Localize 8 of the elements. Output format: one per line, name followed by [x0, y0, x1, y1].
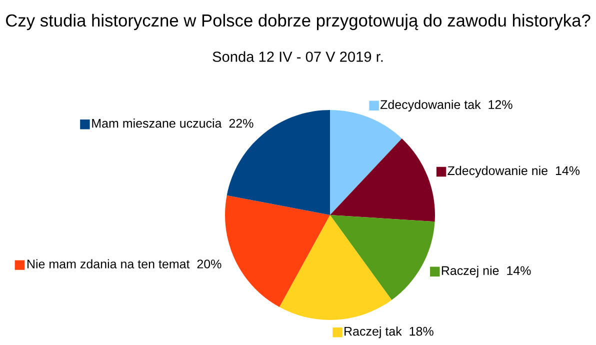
legend-label: Raczej nie 14% — [442, 266, 531, 278]
legend-label: Nie mam zdania na ten temat 20% — [27, 259, 222, 268]
chart-subtitle: Sonda 12 IV - 07 V 2019 r. — [212, 51, 383, 62]
chart-title: Czy studia historyczne w Polsce dobrze przygotowują do zawodu historyka? — [6, 14, 590, 30]
legend-label: Mam mieszane uczucia 22% — [92, 118, 254, 128]
legend-label: Zdecydowanie nie 14% — [448, 166, 580, 178]
legend-label: Zdecydowanie tak 12% — [380, 100, 512, 112]
legend-label: Raczej tak 18% — [344, 326, 434, 338]
